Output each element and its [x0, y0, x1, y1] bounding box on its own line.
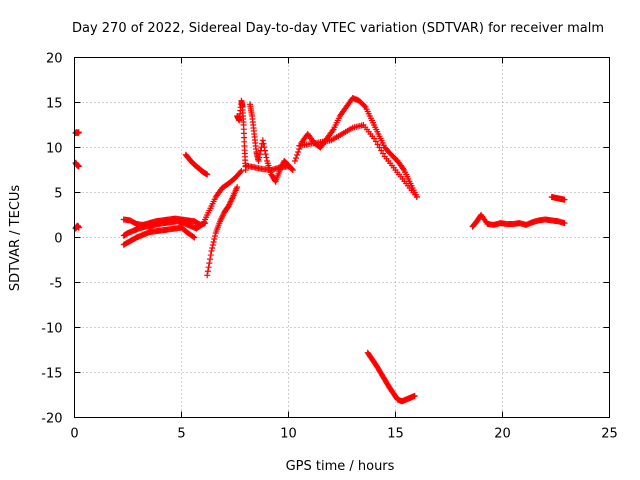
y-tick-label: 0: [54, 232, 62, 247]
y-tick-label: -10: [41, 322, 62, 337]
series-segment-i: [234, 97, 249, 173]
data-point: [295, 149, 302, 155]
data-point: [256, 154, 263, 161]
y-tick-label: 15: [46, 97, 63, 112]
data-point: [262, 151, 269, 158]
x-tick-label: 0: [70, 427, 78, 442]
y-tick-label: 10: [46, 142, 63, 157]
data-point: [292, 155, 299, 161]
data-point: [259, 137, 266, 144]
data-point: [289, 167, 296, 173]
data-point: [204, 268, 211, 275]
series-segment-c: [72, 222, 82, 232]
data-point: [261, 144, 268, 151]
data-point: [204, 272, 211, 279]
data-point: [413, 194, 420, 200]
x-tick-label: 5: [177, 427, 185, 442]
data-point: [209, 245, 216, 251]
data-point: [261, 147, 268, 154]
y-tick-label: -5: [50, 277, 63, 292]
y-tick-label: -15: [41, 367, 62, 382]
y-tick-label: 20: [46, 52, 63, 67]
data-point: [75, 163, 82, 170]
data-point: [190, 233, 197, 240]
series-segment-f: [120, 224, 198, 248]
data-point: [256, 151, 263, 158]
grid-lines: [74, 57, 610, 418]
data-point: [255, 158, 262, 164]
data-point: [212, 233, 219, 239]
data-point: [289, 166, 296, 173]
x-tick-label: 10: [280, 427, 297, 442]
data-point: [202, 220, 209, 227]
data-point: [211, 236, 218, 242]
y-tick-label: -20: [41, 412, 62, 427]
y-axis-title: SDTVAR / TECUs: [8, 185, 23, 292]
data-point: [204, 171, 211, 178]
data-point: [234, 184, 241, 191]
series-segment-a: [72, 129, 82, 137]
data-point: [561, 220, 568, 227]
x-tick-label: 25: [601, 427, 618, 442]
data-points: [72, 95, 568, 405]
data-point: [411, 392, 418, 399]
series-segment-g: [182, 151, 211, 178]
series-segment-n: [364, 349, 418, 405]
data-point: [75, 129, 82, 136]
chart-title: Day 270 of 2022, Sidereal Day-to-day VTE…: [72, 21, 604, 36]
data-point: [238, 167, 245, 174]
series-segment-b: [72, 159, 82, 170]
series-segment-o: [469, 212, 568, 230]
data-point: [291, 158, 298, 164]
series-segment-e: [120, 215, 209, 228]
data-point: [263, 154, 270, 161]
x-tick-label: 15: [387, 427, 404, 442]
series-segment-k: [242, 162, 292, 173]
data-point: [207, 256, 214, 263]
tick-labels: 0 5 10 15 20 25 -20 -15 -10 -5 0 5 10 15 20: [41, 52, 618, 442]
data-point: [205, 264, 212, 271]
data-point: [285, 163, 292, 170]
x-axis-title: GPS time / hours: [286, 459, 395, 474]
plot-frame: [74, 57, 610, 418]
series-segment-p: [548, 194, 568, 203]
y-tick-label: 5: [54, 187, 62, 202]
series-segment-m: [296, 122, 420, 200]
data-point: [561, 196, 568, 203]
data-point: [75, 224, 82, 231]
data-point: [209, 242, 216, 248]
data-point: [206, 260, 213, 267]
data-point: [260, 140, 267, 147]
data-point: [207, 252, 214, 259]
data-point: [210, 239, 217, 245]
x-tick-label: 20: [494, 427, 511, 442]
series-segment-h: [204, 184, 241, 279]
data-point: [208, 248, 215, 254]
data-point: [237, 169, 244, 176]
data-point: [361, 102, 368, 109]
data-point: [191, 234, 198, 241]
data-point: [294, 152, 301, 158]
